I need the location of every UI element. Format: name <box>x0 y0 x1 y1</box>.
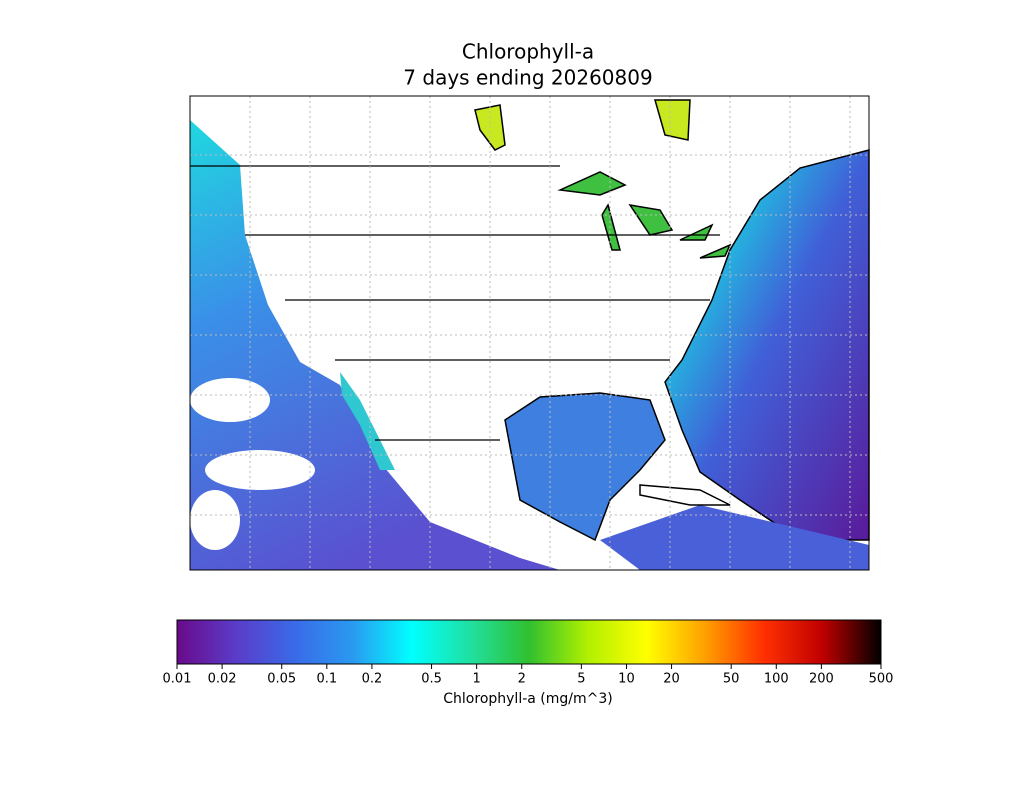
tick-label: 0.02 <box>208 672 237 687</box>
map-title: Chlorophyll-a <box>462 40 594 64</box>
tick-label: 0.5 <box>421 672 442 687</box>
tick-label: 2 <box>518 672 526 687</box>
cloud-gap <box>190 378 270 422</box>
tick-label: 1 <box>472 672 480 687</box>
tick-label: 20 <box>663 672 680 687</box>
colorbar: 0.01 0.02 0.05 0.1 0.2 0.5 1 2 5 10 20 50 100 200 500 <box>163 619 894 687</box>
map <box>189 95 870 571</box>
colorbar-fill <box>176 619 882 665</box>
tick-label: 0.2 <box>362 672 383 687</box>
tick-label: 0.05 <box>267 672 296 687</box>
tick-label: 0.1 <box>316 672 337 687</box>
tick-label: 0.01 <box>163 672 192 687</box>
cuba <box>639 484 731 506</box>
tick-label: 200 <box>809 672 834 687</box>
cloud-gap <box>190 490 240 550</box>
borders <box>190 165 720 441</box>
map-subtitle: 7 days ending 20260809 <box>403 66 652 90</box>
caribbean-sea <box>600 505 869 570</box>
map-frame <box>189 95 870 571</box>
gulf-of-california <box>340 372 395 470</box>
tick-label: 10 <box>618 672 635 687</box>
colorbar-label: Chlorophyll-a (mg/m^3) <box>443 691 612 707</box>
tick-label: 5 <box>577 672 585 687</box>
inland-lakes <box>474 99 691 151</box>
cloud-gap <box>205 450 315 490</box>
tick-label: 50 <box>723 672 740 687</box>
tick-label: 500 <box>869 672 894 687</box>
graticule <box>190 96 869 570</box>
tick-label: 100 <box>764 672 789 687</box>
